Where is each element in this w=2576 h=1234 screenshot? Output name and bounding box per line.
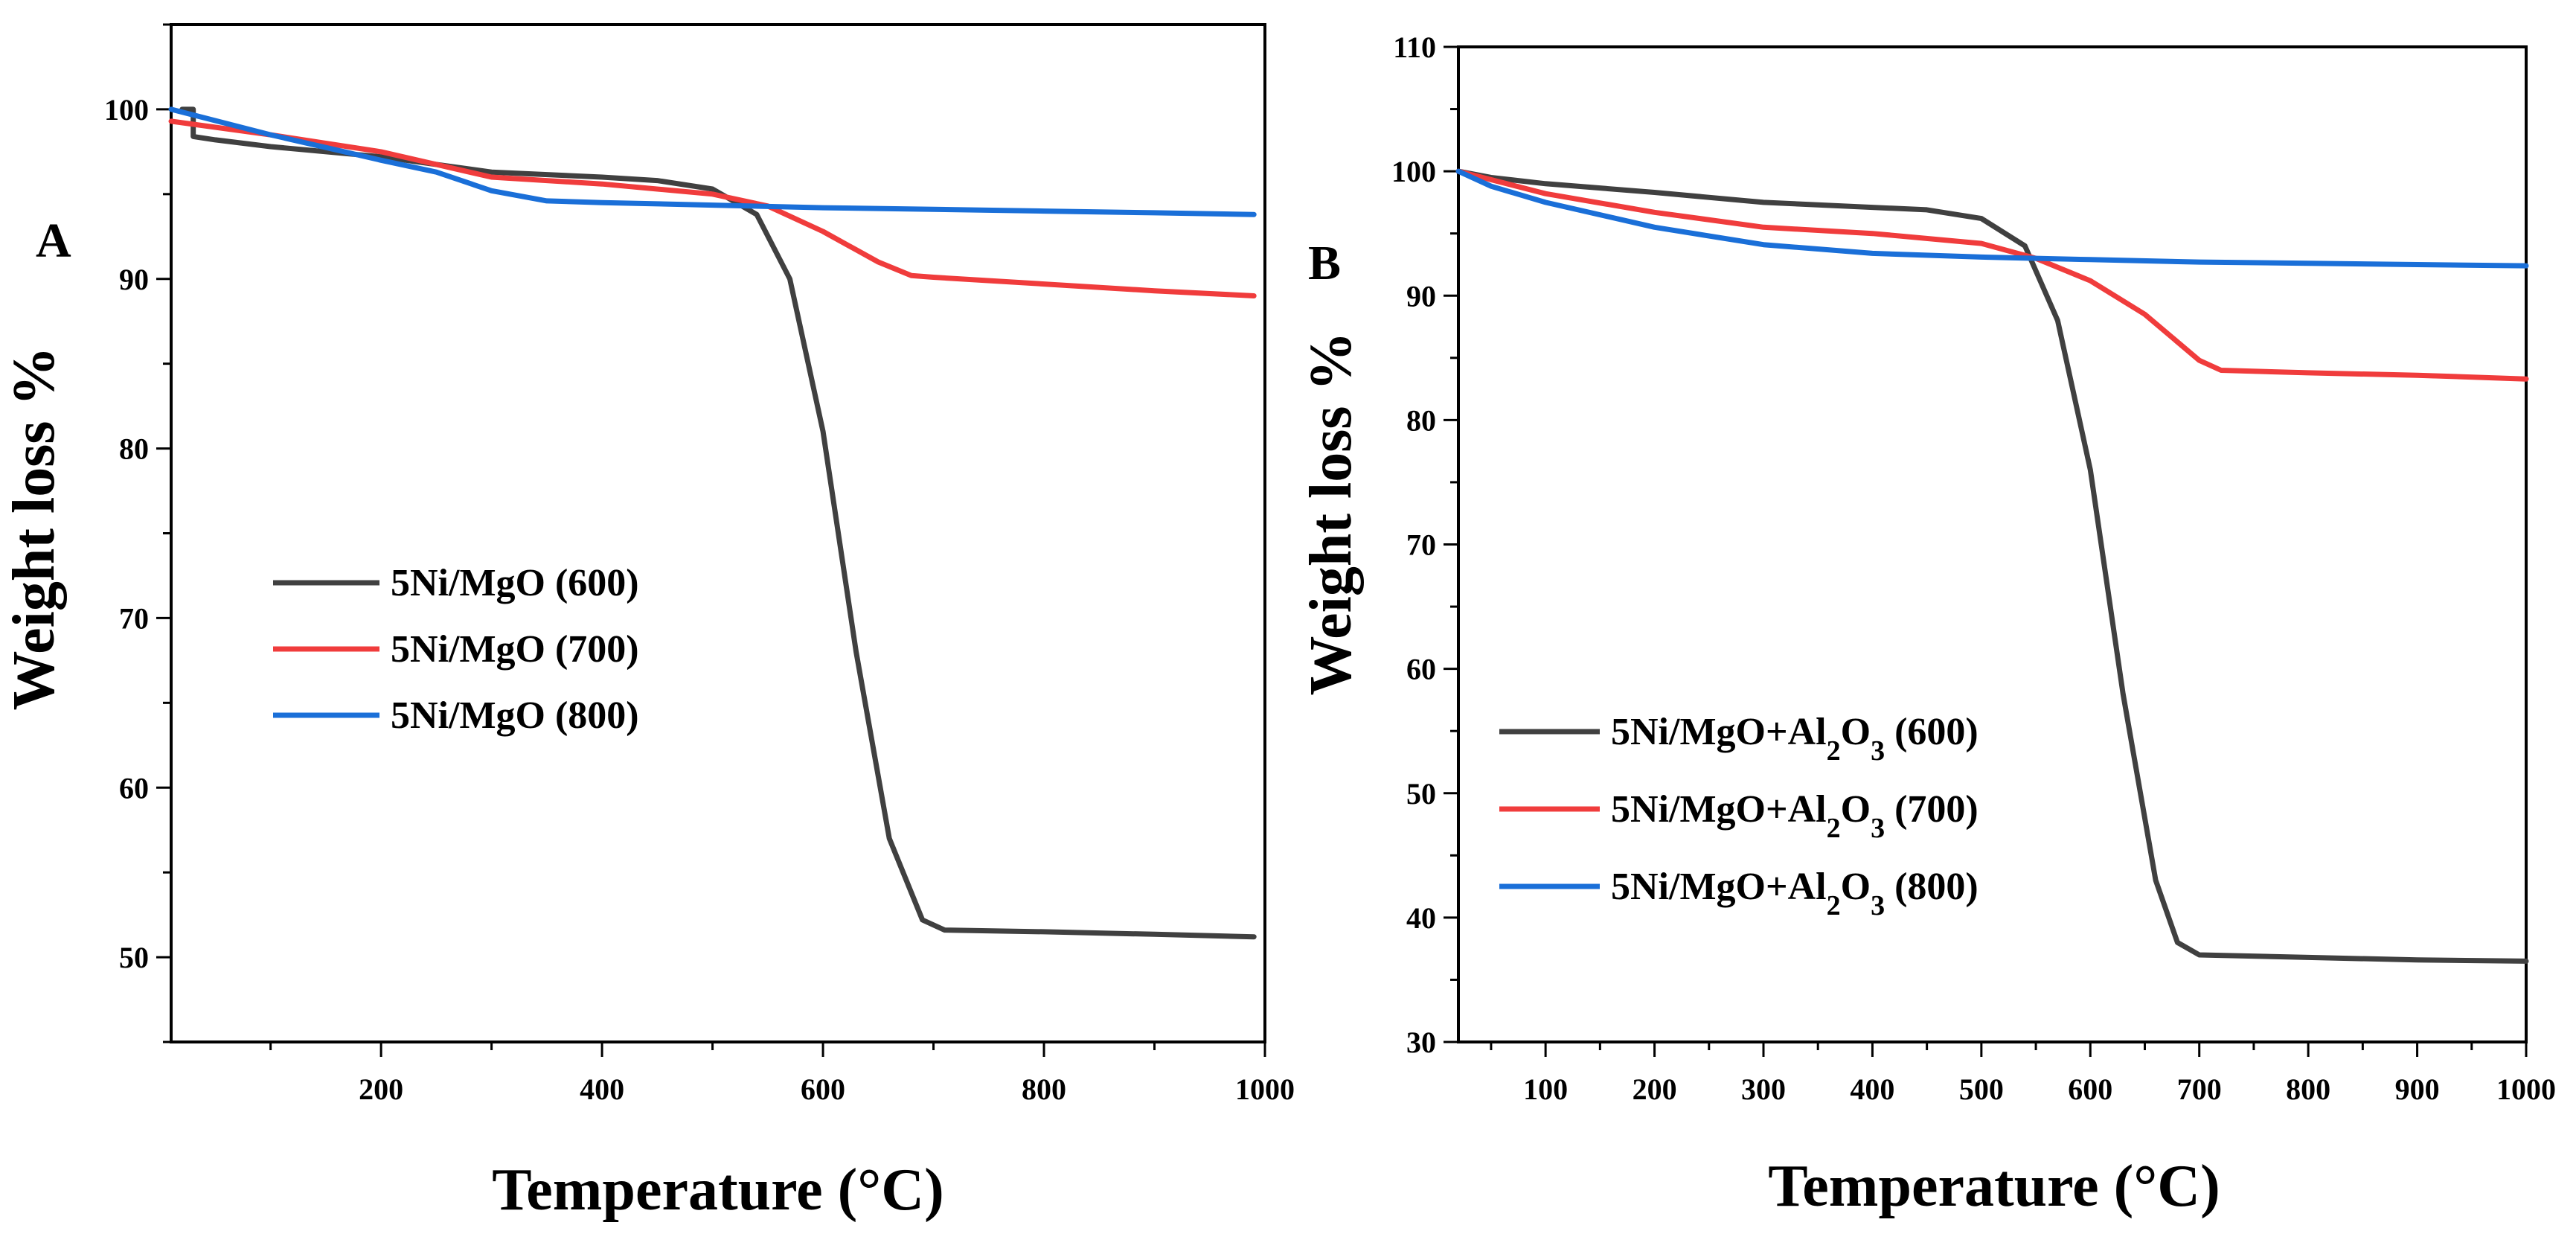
legend-text-part: 5Ni/MgO (700)	[391, 628, 639, 671]
series-line-2	[168, 118, 1257, 298]
series-line-2	[1455, 168, 2529, 382]
legend-subscript: 2	[1827, 813, 1841, 844]
y-tick-label: 40	[1406, 901, 1436, 935]
y-tick-label: 60	[119, 771, 149, 805]
legend-subscript: 3	[1871, 735, 1885, 767]
legend-text-part: 5Ni/MgO (600)	[391, 562, 639, 604]
y-tick-label: 100	[104, 93, 149, 127]
legend-text-part: O	[1841, 788, 1871, 831]
legend-label: 5Ni/MgO (800)	[391, 694, 639, 737]
panel-a: 200 400 600 800 1000 50 60 70 80 90 100 5Ni/MgO (60…	[1, 23, 1295, 1223]
legend-text-part: (700)	[1885, 788, 1979, 831]
legend-label: 5Ni/MgO+Al2O3 (600)	[1611, 711, 1979, 767]
legend-label: 5Ni/MgO (600)	[391, 562, 639, 604]
x-tick-label: 400	[1850, 1072, 1894, 1106]
legend-text-part: 5Ni/MgO+Al	[1611, 788, 1827, 831]
series-line-3	[1455, 168, 2529, 269]
y-tick-label: 100	[1391, 155, 1436, 188]
legend-subscript: 2	[1827, 735, 1841, 767]
x-tick-label: 600	[801, 1072, 845, 1106]
y-axis-title: Weight loss %	[1, 347, 67, 711]
x-tick-label: 800	[1022, 1072, 1066, 1106]
legend-text-part: 5Ni/MgO+Al	[1611, 711, 1827, 753]
x-tick-label: 500	[1959, 1072, 2004, 1106]
x-tick-label: 900	[2395, 1072, 2440, 1106]
y-tick-label: 90	[1406, 279, 1436, 313]
legend-label: 5Ni/MgO+Al2O3 (700)	[1611, 788, 1979, 844]
series-line-1	[1455, 168, 2529, 964]
panel-letter: A	[36, 214, 71, 268]
legend-text-part: 5Ni/MgO+Al	[1611, 866, 1827, 908]
x-tick-label: 100	[1523, 1072, 1568, 1106]
x-axis-title: Temperature (°C)	[1768, 1154, 2220, 1219]
x-tick-label: 1000	[2496, 1072, 2556, 1106]
y-tick-label: 80	[1406, 403, 1436, 437]
x-tick-label: 400	[580, 1072, 624, 1106]
panel-b: 100 200 300 400 500 600 700 800 900 1000 30 40 50 60 7…	[1298, 31, 2556, 1219]
y-tick-label: 30	[1406, 1026, 1436, 1059]
y-tick-label: 70	[1406, 528, 1436, 562]
x-tick-label: 700	[2177, 1072, 2222, 1106]
x-tick-label: 200	[359, 1072, 403, 1106]
legend-text-part: 5Ni/MgO (800)	[391, 694, 639, 737]
panel-letter: B	[1308, 236, 1341, 290]
x-tick-label: 600	[2068, 1072, 2112, 1106]
y-tick-label: 110	[1393, 31, 1436, 64]
legend-label: 5Ni/MgO (700)	[391, 628, 639, 671]
y-axis-title: Weight loss %	[1298, 332, 1364, 696]
y-tick-label: 50	[1406, 777, 1436, 811]
x-axis-title: Temperature (°C)	[492, 1157, 943, 1223]
x-tick-label: 300	[1741, 1072, 1786, 1106]
y-tick-label: 80	[119, 432, 149, 466]
legend-subscript: 2	[1827, 890, 1841, 921]
legend-text-part: (800)	[1885, 866, 1979, 908]
legend-text-part: O	[1841, 711, 1871, 753]
y-tick-label: 70	[119, 601, 149, 635]
legend-text-part: O	[1841, 866, 1871, 908]
legend-subscript: 3	[1871, 890, 1885, 921]
series-line-1	[179, 106, 1257, 940]
y-tick-label: 90	[119, 263, 149, 296]
x-tick-label: 800	[2286, 1072, 2330, 1106]
y-tick-label: 50	[119, 941, 149, 974]
legend-label: 5Ni/MgO+Al2O3 (800)	[1611, 866, 1979, 921]
x-tick-label: 1000	[1235, 1072, 1295, 1106]
legend-subscript: 3	[1871, 813, 1885, 844]
legend-text-part: (600)	[1885, 711, 1979, 753]
y-tick-label: 60	[1406, 653, 1436, 686]
x-tick-label: 200	[1633, 1072, 1677, 1106]
series-line-3	[168, 106, 1257, 217]
